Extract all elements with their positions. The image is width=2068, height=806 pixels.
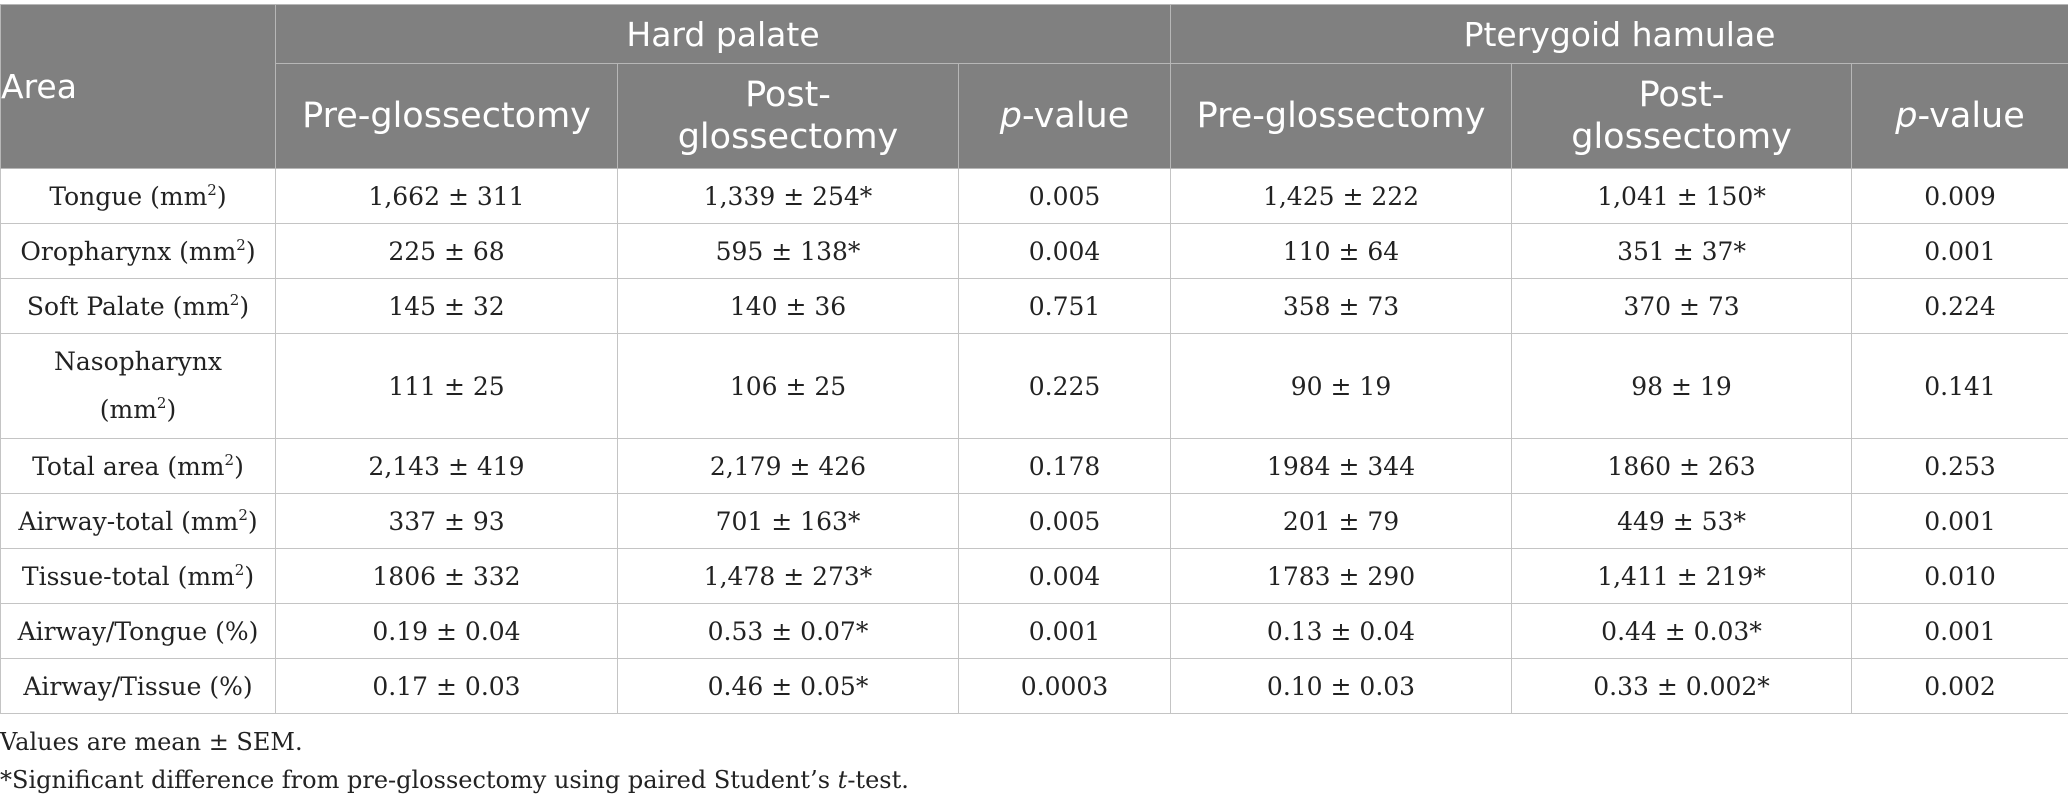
- ph-pvalue-cell: 0.001: [1851, 493, 2068, 549]
- ph-pre-cell: 1984 ± 344: [1170, 438, 1513, 494]
- hp-post-cell: 140 ± 36: [617, 278, 959, 334]
- ph-pre-cell: 1783 ± 290: [1170, 548, 1513, 604]
- ph-pre-header: Pre-glossectomy: [1170, 63, 1513, 169]
- hp-pre-cell: 337 ± 93: [275, 493, 618, 549]
- table-row: Airway-total (mm2) 337 ± 93 701 ± 163* 0…: [0, 493, 2068, 549]
- hp-pvalue-cell: 0.751: [957, 278, 1172, 334]
- ph-pvalue-cell: 0.010: [1851, 548, 2068, 604]
- ph-pvalue-cell: 0.001: [1851, 603, 2068, 659]
- footnote-significance: *Significant difference from pre-glossec…: [0, 766, 909, 794]
- ph-pvalue-cell: 0.224: [1851, 278, 2068, 334]
- ph-pvalue-cell: 0.253: [1851, 438, 2068, 494]
- row-label: Tissue-total (mm2): [0, 548, 276, 604]
- hp-pvalue-cell: 0.178: [957, 438, 1172, 494]
- table-row: Total area (mm2) 2,143 ± 419 2,179 ± 426…: [0, 438, 2068, 494]
- ph-post-cell: 0.33 ± 0.002*: [1511, 658, 1853, 714]
- hp-post-cell: 106 ± 25: [617, 333, 959, 439]
- ph-post-cell: 0.44 ± 0.03*: [1511, 603, 1853, 659]
- hp-pre-cell: 2,143 ± 419: [275, 438, 618, 494]
- hp-pvalue-cell: 0.001: [957, 603, 1172, 659]
- ph-pre-cell: 1,425 ± 222: [1170, 168, 1513, 224]
- ph-pvalue-cell: 0.002: [1851, 658, 2068, 714]
- hp-pre-cell: 1,662 ± 311: [275, 168, 618, 224]
- hp-post-header: Post-glossectomy: [617, 63, 959, 169]
- hp-pre-cell: 0.19 ± 0.04: [275, 603, 618, 659]
- hp-post-cell: 701 ± 163*: [617, 493, 959, 549]
- row-label: Airway-total (mm2): [0, 493, 276, 549]
- row-label: Oropharynx (mm2): [0, 223, 276, 279]
- hp-pre-cell: 0.17 ± 0.03: [275, 658, 618, 714]
- row-label: Nasopharynx (mm2): [0, 333, 276, 439]
- row-label: Soft Palate (mm2): [0, 278, 276, 334]
- ph-pvalue-header: p-value: [1851, 63, 2068, 169]
- table-row: Soft Palate (mm2) 145 ± 32 140 ± 36 0.75…: [0, 278, 2068, 334]
- ph-post-cell: 449 ± 53*: [1511, 493, 1853, 549]
- hp-post-cell: 0.53 ± 0.07*: [617, 603, 959, 659]
- hp-post-cell: 1,478 ± 273*: [617, 548, 959, 604]
- hp-post-cell: 2,179 ± 426: [617, 438, 959, 494]
- ph-pre-cell: 0.10 ± 0.03: [1170, 658, 1513, 714]
- row-label: Tongue (mm2): [0, 168, 276, 224]
- ph-pvalue-cell: 0.141: [1851, 333, 2068, 439]
- table-row: Nasopharynx (mm2) 111 ± 25 106 ± 25 0.225…: [0, 333, 2068, 439]
- hard-palate-group-header: Hard palate: [274, 3, 1172, 65]
- table-row: Airway/Tissue (%) 0.17 ± 0.03 0.46 ± 0.0…: [0, 658, 2068, 714]
- hp-pvalue-cell: 0.225: [957, 333, 1172, 439]
- hp-pre-cell: 225 ± 68: [275, 223, 618, 279]
- ph-post-cell: 370 ± 73: [1511, 278, 1853, 334]
- table-row: Tissue-total (mm2) 1806 ± 332 1,478 ± 27…: [0, 548, 2068, 604]
- ph-post-cell: 351 ± 37*: [1511, 223, 1853, 279]
- hp-post-cell: 0.46 ± 0.05*: [617, 658, 959, 714]
- table-body: Tongue (mm2) 1,662 ± 311 1,339 ± 254* 0.…: [0, 168, 2068, 714]
- hp-pre-cell: 111 ± 25: [275, 333, 618, 439]
- hp-pvalue-header: p-value: [957, 63, 1172, 169]
- hp-pre-header: Pre-glossectomy: [275, 63, 618, 169]
- hp-pvalue-cell: 0.004: [957, 548, 1172, 604]
- ph-pre-cell: 110 ± 64: [1170, 223, 1513, 279]
- row-label: Airway/Tissue (%): [0, 658, 276, 714]
- hp-pre-cell: 1806 ± 332: [275, 548, 618, 604]
- ph-post-cell: 98 ± 19: [1511, 333, 1853, 439]
- results-table: Area Hard palate Pterygoid hamulae Pre-g…: [0, 3, 2068, 714]
- ph-pvalue-cell: 0.009: [1851, 168, 2068, 224]
- table-row: Oropharynx (mm2) 225 ± 68 595 ± 138* 0.0…: [0, 223, 2068, 279]
- footnote-mean-sem: Values are mean ± SEM.: [0, 728, 303, 756]
- hp-post-cell: 1,339 ± 254*: [617, 168, 959, 224]
- ph-post-header: Post-glossectomy: [1511, 63, 1853, 169]
- hp-pre-cell: 145 ± 32: [275, 278, 618, 334]
- row-label: Total area (mm2): [0, 438, 276, 494]
- hp-post-cell: 595 ± 138*: [617, 223, 959, 279]
- table-row: Airway/Tongue (%) 0.19 ± 0.04 0.53 ± 0.0…: [0, 603, 2068, 659]
- table-footnotes: Values are mean ± SEM. *Significant diff…: [0, 723, 909, 799]
- row-label: Airway/Tongue (%): [0, 603, 276, 659]
- ph-post-cell: 1,041 ± 150*: [1511, 168, 1853, 224]
- area-column-header: Area: [0, 4, 276, 169]
- hp-pvalue-cell: 0.004: [957, 223, 1172, 279]
- ph-pvalue-cell: 0.001: [1851, 223, 2068, 279]
- ph-pre-cell: 201 ± 79: [1170, 493, 1513, 549]
- pterygoid-hamulae-group-header: Pterygoid hamulae: [1170, 3, 2068, 65]
- table-row: Tongue (mm2) 1,662 ± 311 1,339 ± 254* 0.…: [0, 168, 2068, 224]
- ph-pre-cell: 90 ± 19: [1170, 333, 1513, 439]
- ph-pre-cell: 0.13 ± 0.04: [1170, 603, 1513, 659]
- ph-post-cell: 1,411 ± 219*: [1511, 548, 1853, 604]
- ph-pre-cell: 358 ± 73: [1170, 278, 1513, 334]
- hp-pvalue-cell: 0.005: [957, 168, 1172, 224]
- ph-post-cell: 1860 ± 263: [1511, 438, 1853, 494]
- hp-pvalue-cell: 0.0003: [957, 658, 1172, 714]
- hp-pvalue-cell: 0.005: [957, 493, 1172, 549]
